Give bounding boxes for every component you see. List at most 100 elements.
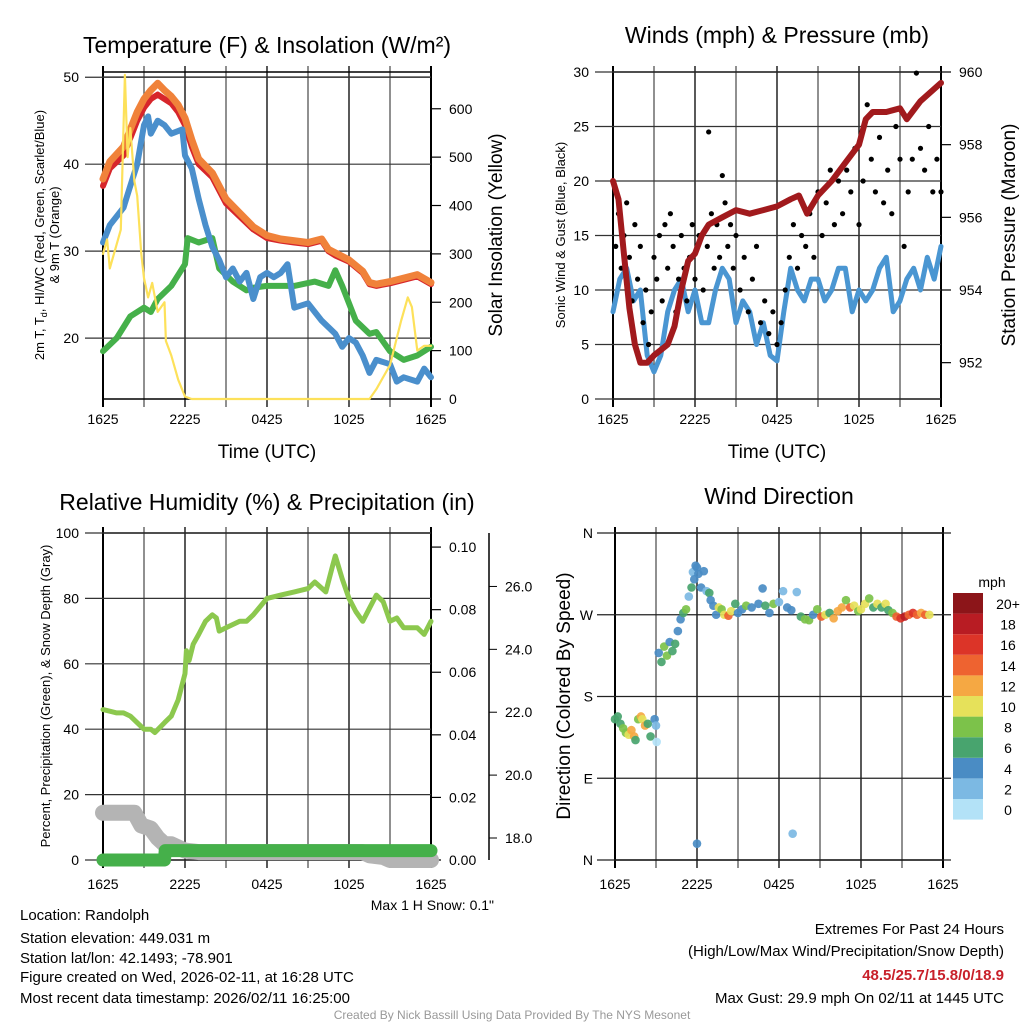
colorbar-label: 6	[1004, 740, 1012, 756]
series-hi-wc	[100, 113, 434, 385]
x-tick-label: 0425	[251, 876, 282, 892]
wind-direction-point	[792, 587, 802, 597]
gust-point	[730, 265, 736, 271]
colorbar-label: 14	[1000, 658, 1016, 674]
gust-point	[893, 123, 899, 130]
gust-point	[794, 265, 801, 271]
y3-tick-label: 22.0	[505, 704, 532, 720]
extremes-title: Extremes For Past 24 Hours	[815, 921, 1004, 938]
gust-point	[790, 222, 797, 228]
gust-point	[719, 172, 725, 179]
gust-point	[665, 265, 671, 271]
y-tick-label: 20	[573, 173, 589, 189]
gust-point	[678, 232, 684, 239]
gust-point	[667, 211, 674, 217]
x-tick-label: 1625	[415, 411, 446, 427]
gust-point	[864, 102, 870, 108]
gust-point	[897, 156, 903, 162]
gust-point	[624, 200, 630, 206]
colorbar-title: mph	[978, 574, 1005, 590]
y-tick-label: 10	[573, 282, 589, 298]
wind-direction-point	[829, 614, 838, 623]
x-tick-label: 2225	[679, 411, 710, 427]
y-tick-label: 80	[63, 590, 79, 606]
wind-direction-point	[673, 626, 683, 636]
x-tick-label: 1625	[87, 876, 118, 892]
gust-point	[662, 222, 668, 228]
y2-tick-label: 400	[449, 198, 473, 214]
x-tick-label: 2225	[681, 876, 712, 892]
gust-point	[725, 243, 731, 249]
gust-point	[637, 243, 643, 249]
wind-direction-point	[687, 583, 696, 592]
gust-point	[848, 189, 854, 195]
gust-point	[741, 254, 747, 260]
wind-direction-point	[765, 608, 774, 618]
x-tick-label: 1625	[927, 876, 958, 892]
y2-tick-label: 958	[959, 137, 983, 153]
gust-point	[922, 167, 928, 173]
wind-direction-point	[654, 648, 664, 658]
gust-point	[704, 243, 710, 249]
gust-point	[745, 309, 751, 315]
y2-tick-label: 954	[959, 282, 983, 298]
y-tick-label: 50	[63, 69, 79, 85]
wind-direction-point	[699, 566, 709, 576]
gust-point	[762, 298, 768, 304]
wind-direction-point	[778, 586, 788, 596]
gust-point	[778, 320, 784, 326]
wind-direction-point	[812, 605, 822, 614]
wind-direction-point	[761, 601, 770, 610]
gust-point	[823, 200, 829, 206]
colorbar-label: 2	[1004, 781, 1012, 797]
temperature-chart-title: Temperature (F) & Insolation (W/m²)	[83, 32, 451, 58]
x-tick-label: 1025	[843, 411, 874, 427]
y2-tick-label: 0.06	[449, 664, 476, 680]
gust-point	[659, 298, 665, 304]
colorbar-label: 16	[1000, 637, 1016, 653]
wind-direction-point	[837, 603, 847, 612]
y-tick-label: 15	[573, 228, 589, 244]
humidity-ylabel: Percent, Precipitation (Green), & Snow D…	[38, 545, 53, 848]
y-tick-label: 60	[63, 656, 79, 672]
gust-point	[645, 341, 652, 348]
y-tick-label: 25	[573, 119, 589, 135]
wind-direction-point	[864, 594, 874, 603]
gust-point	[889, 211, 895, 217]
colorbar-label: 8	[1004, 720, 1012, 736]
wind-direction-point	[925, 610, 934, 620]
gust-point	[803, 243, 809, 249]
y2-tick-label: 952	[959, 355, 983, 371]
wind-direction-point	[646, 732, 655, 741]
colorbar-swatch	[953, 716, 983, 738]
winds-chart-title: Winds (mph) & Pressure (mb)	[625, 22, 929, 48]
x-tick-label: 1625	[87, 411, 118, 427]
y2-tick-label: 100	[449, 343, 473, 359]
gust-point	[632, 222, 638, 228]
humidity-chart-title: Relative Humidity (%) & Precipitation (i…	[59, 489, 474, 515]
y2-tick-label: 500	[449, 149, 473, 165]
y-tick-label: 40	[63, 721, 79, 737]
max-snow-annotation: Max 1 H Snow: 0.1"	[371, 897, 494, 913]
wind-direction-point	[651, 721, 661, 730]
gust-point	[727, 222, 734, 228]
wind-direction-point	[668, 646, 677, 656]
colorbar-swatch	[953, 757, 983, 779]
colorbar-label: 20+	[996, 596, 1020, 612]
insolation-ylabel: Solar Insolation (Yellow)	[486, 133, 507, 336]
gust-point	[844, 167, 850, 173]
colorbar-swatch	[953, 593, 983, 614]
direction-tick-label: W	[580, 607, 594, 623]
gust-point	[700, 287, 706, 293]
gust-point	[909, 156, 915, 162]
gust-point	[654, 276, 660, 282]
gust-point	[872, 189, 879, 195]
gust-point	[786, 254, 792, 260]
gust-point	[913, 70, 920, 76]
wind-direction-point	[841, 595, 851, 605]
gust-point	[811, 254, 817, 260]
direction-tick-label: E	[584, 770, 593, 786]
x-tick-label: 1625	[925, 411, 956, 427]
wind-direction-point	[726, 606, 736, 616]
gust-point	[648, 309, 654, 315]
